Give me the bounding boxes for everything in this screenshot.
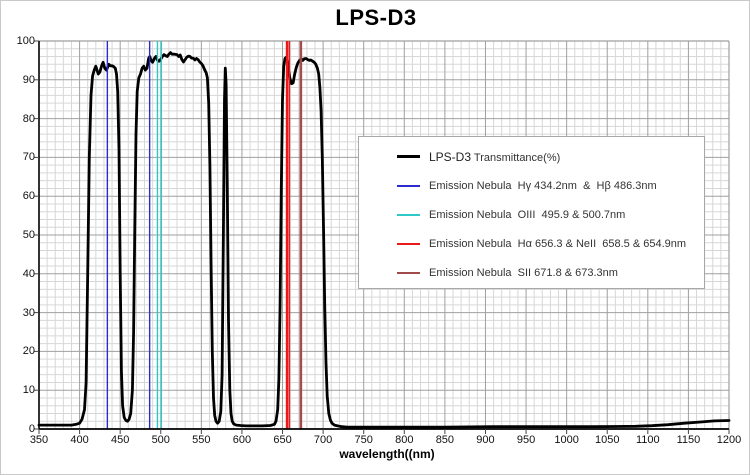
legend-label-oiii: Emission Nebula OIII 495.9 & 500.7nm <box>429 208 626 221</box>
legend-label-sii: Emission Nebula SII 671.8 & 673.3nm <box>429 266 618 279</box>
y-tick-label: 0 <box>28 423 35 435</box>
chart-title: LPS-D3 <box>335 5 417 30</box>
y-tick-label: 50 <box>22 229 35 241</box>
legend-entry-hgamma-hbeta: Emission Nebula Hγ 434.2nm & Hβ 486.3nm <box>359 171 704 200</box>
x-tick-label: 550 <box>192 434 211 446</box>
x-tick-label: 350 <box>29 434 49 446</box>
legend-line-sample-red <box>397 242 420 245</box>
legend-label-series-suffix: Transmittance(%) <box>471 151 561 164</box>
legend-entry-halpha-neii: Emission Nebula Hα 656.3 & NeII 658.5 & … <box>359 229 704 258</box>
y-tick-label: 30 <box>22 306 35 319</box>
x-tick-label: 950 <box>516 434 536 446</box>
y-tick-label: 20 <box>22 345 35 358</box>
legend-label-halpha-neii: Emission Nebula Hα 656.3 & NeII 658.5 & … <box>429 237 687 250</box>
y-tick-label: 80 <box>22 112 35 125</box>
y-tick-label: 70 <box>22 151 35 164</box>
legend-label-hgamma-hbeta: Emission Nebula Hγ 434.2nm & Hβ 486.3nm <box>429 179 657 192</box>
y-tick-label: 60 <box>22 190 35 203</box>
legend-line-sample-black <box>397 155 420 158</box>
y-tick-label: 100 <box>16 35 35 47</box>
x-tick-label: 850 <box>435 434 455 446</box>
x-tick-label: 800 <box>395 434 414 446</box>
x-tick-label: 900 <box>476 434 495 446</box>
legend-label-series-name: LPS-D3 <box>429 149 472 164</box>
y-tick-label: 10 <box>22 384 35 397</box>
x-tick-label: 650 <box>273 434 292 446</box>
x-tick-label: 1200 <box>716 434 742 446</box>
legend-line-sample-cyan <box>397 213 420 216</box>
x-tick-label: 450 <box>110 434 130 446</box>
x-tick-label: 1150 <box>676 434 701 446</box>
x-tick-label: 1100 <box>635 434 660 446</box>
y-tick-label: 90 <box>22 73 35 86</box>
x-tick-label: 700 <box>313 434 333 446</box>
legend-line-sample-blue <box>397 184 420 187</box>
legend-entry-sii: Emission Nebula SII 671.8 & 673.3nm <box>359 258 704 287</box>
x-tick-label: 500 <box>151 434 170 446</box>
legend-entry-transmittance: LPS-D3 Transmittance(%) <box>359 142 704 171</box>
x-tick-label: 400 <box>70 434 89 446</box>
x-tick-label: 1000 <box>554 434 579 446</box>
x-axis-title: wavelength((nm) <box>339 447 435 461</box>
y-tick-label: 40 <box>22 267 35 280</box>
legend-entry-oiii: Emission Nebula OIII 495.9 & 500.7nm <box>359 200 704 229</box>
x-tick-label: 600 <box>232 434 252 446</box>
x-tick-label: 1050 <box>594 434 620 446</box>
legend-box: LPS-D3 Transmittance(%) Emission Nebula … <box>358 136 705 289</box>
x-tick-label: 750 <box>354 434 373 446</box>
legend-line-sample-sii <box>397 271 420 274</box>
